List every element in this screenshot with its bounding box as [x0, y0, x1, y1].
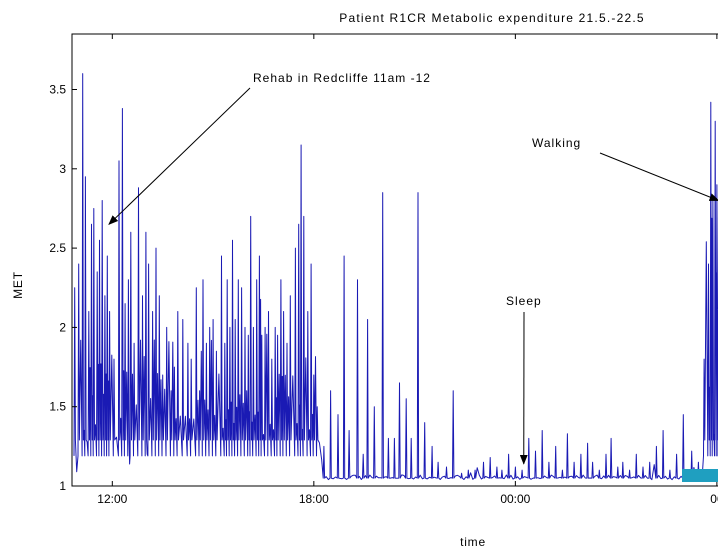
annotation-arrow [108, 87, 251, 226]
y-axis-label: MET [11, 271, 25, 299]
plot-frame [71, 33, 718, 487]
annotation-label: Sleep [506, 294, 542, 308]
x-tick-label: 12:00 [97, 492, 127, 506]
y-tick-label: 2.5 [49, 241, 66, 255]
x-tick-label: 06 [710, 492, 718, 506]
x-tick-label: 18:00 [299, 492, 329, 506]
chart-title: Patient R1CR Metabolic expenditure 21.5.… [339, 11, 644, 25]
y-tick-label: 1.5 [49, 400, 66, 414]
y-tick-label: 2 [59, 320, 66, 334]
x-axis-label: time [460, 535, 486, 549]
y-tick-label: 1 [59, 479, 66, 493]
chart-axes: 1 1.5 2 2.5 3 3.5 12:00 18:00 00:00 06 [49, 34, 718, 506]
y-tick-label: 3.5 [49, 83, 66, 97]
met-series-line [73, 73, 718, 481]
annotation-arrow [599, 152, 718, 201]
x-tick-label: 00:00 [500, 492, 530, 506]
legend-marker [682, 469, 718, 482]
annotation-label: Rehab in Redcliffe 11am -12 [253, 71, 431, 85]
y-tick-label: 3 [59, 162, 66, 176]
met-trace [73, 73, 718, 481]
annotations: Rehab in Redcliffe 11am -12 Walking Sleep [108, 71, 718, 465]
annotation-label: Walking [532, 136, 581, 150]
